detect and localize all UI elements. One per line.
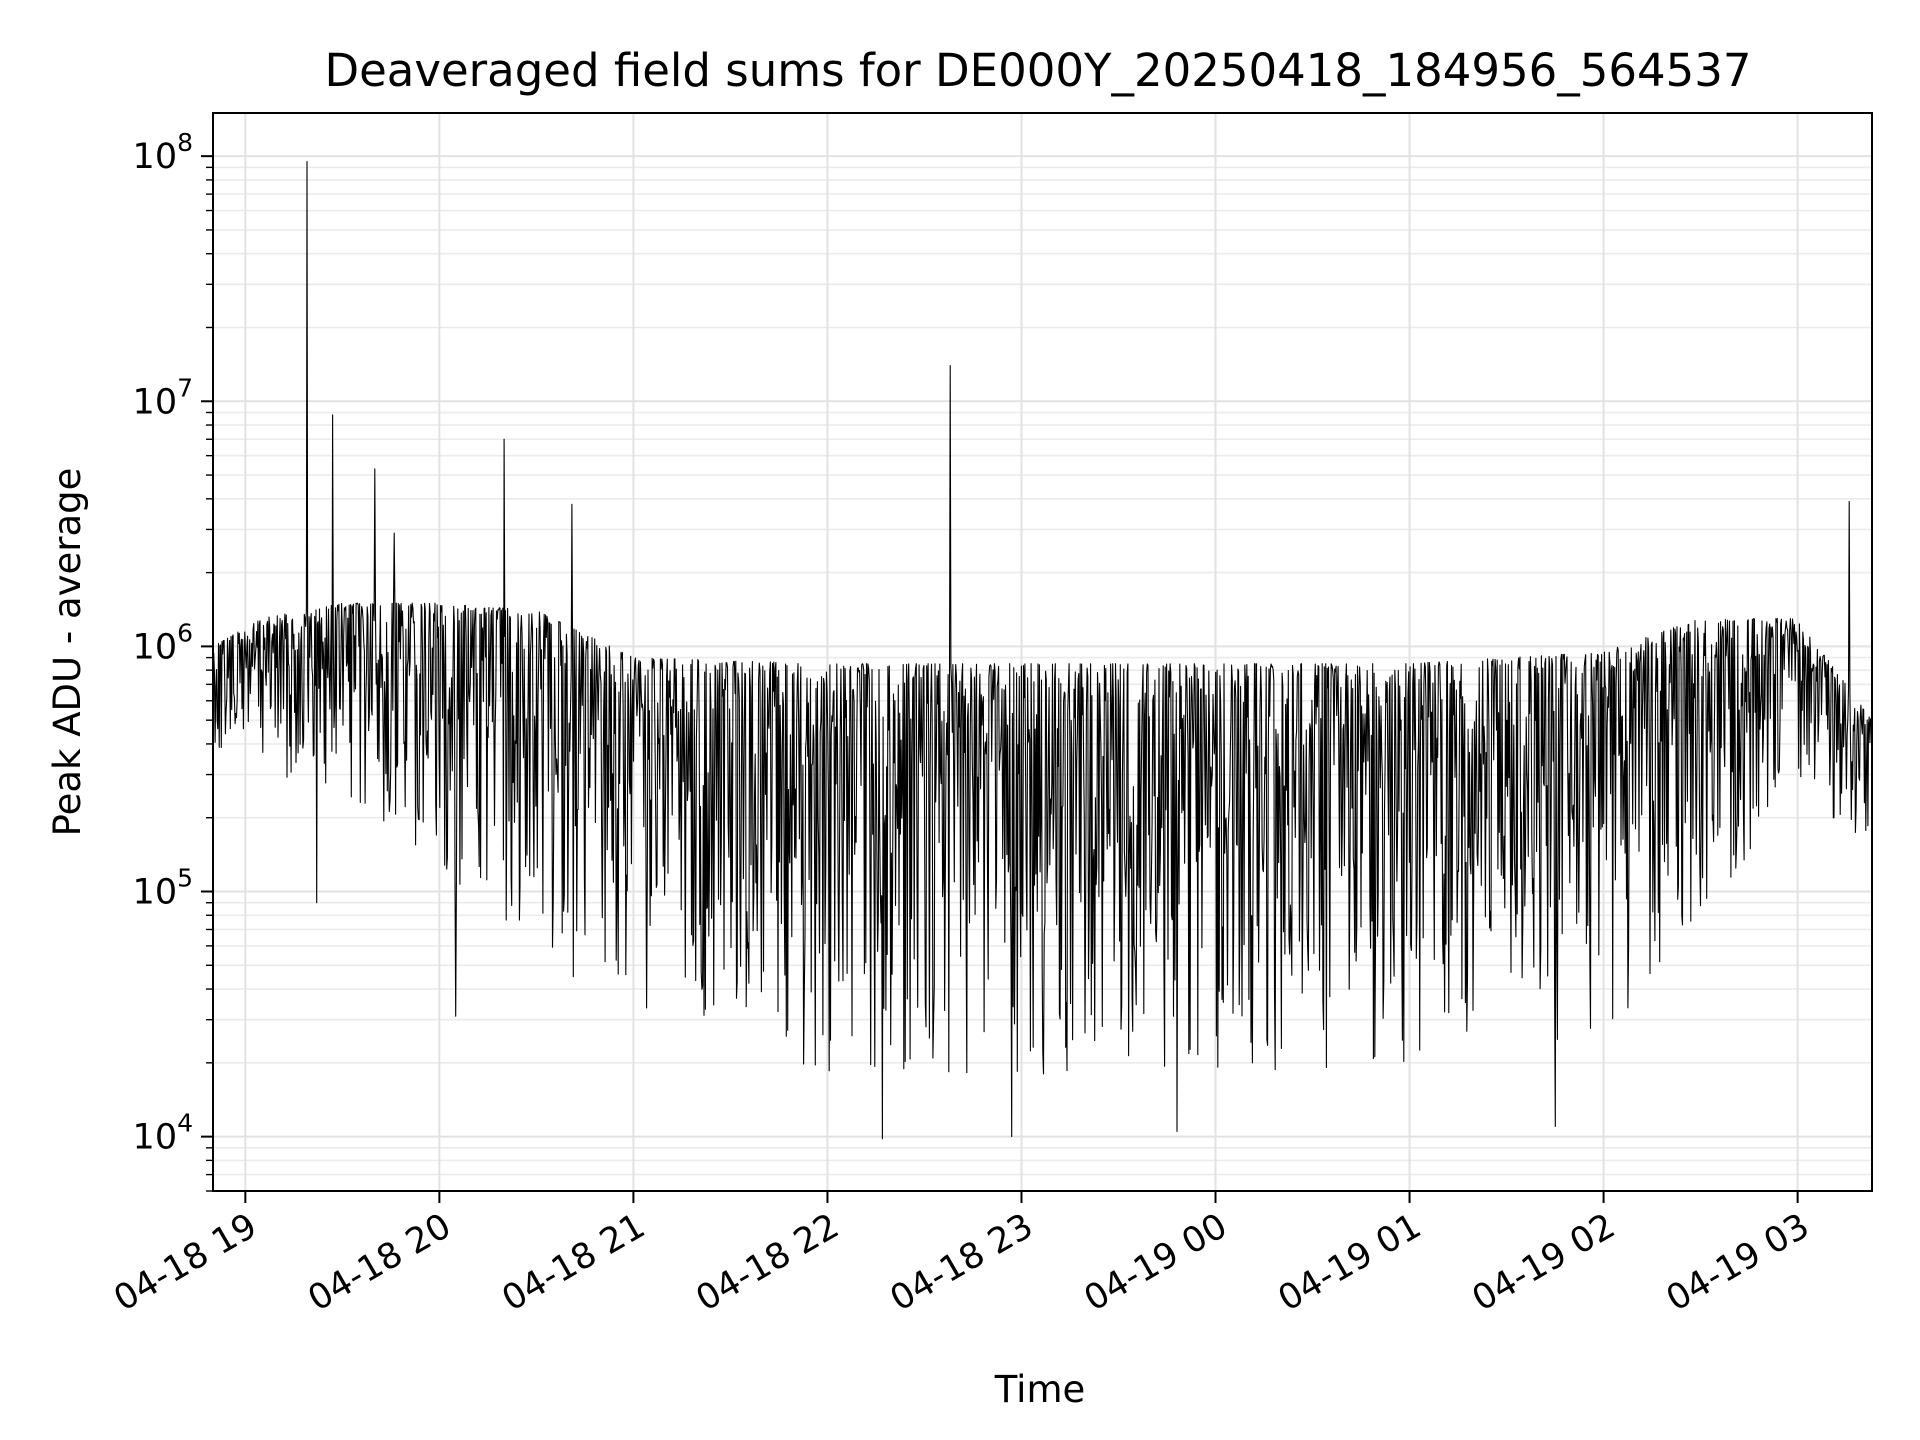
y-tick-label: 105 [133,864,193,913]
y-tick-label: 107 [133,373,193,422]
y-axis-label: Peak ADU - average [46,468,89,837]
y-tick-label: 104 [133,1109,193,1158]
chart-title: Deaveraged field sums for DE000Y_2025041… [324,44,1751,97]
y-tick-label: 106 [133,618,193,667]
y-tick-label: 108 [133,128,193,177]
x-axis-label: Time [994,1368,1086,1411]
y-axis: 104 105 106 107 108 [133,128,213,1192]
series-line [212,161,1873,1140]
plot-frame [212,112,1873,1192]
series-area [212,161,1873,1140]
